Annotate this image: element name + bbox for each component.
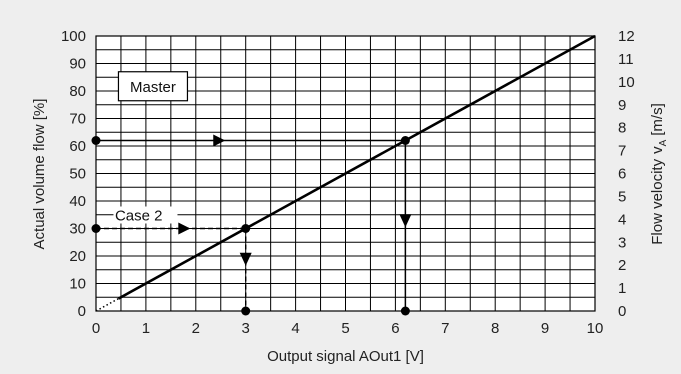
x-tick-label: 0 bbox=[92, 320, 100, 337]
right-tick-label: 9 bbox=[618, 97, 626, 114]
plot-frame bbox=[95, 35, 596, 312]
case2-label-background bbox=[113, 206, 178, 224]
right-tick-label: 6 bbox=[618, 166, 626, 183]
x-tick-label: 9 bbox=[541, 320, 549, 337]
right-axis-title-main: Flow velocity bbox=[649, 158, 666, 244]
arrow-right-marker bbox=[213, 134, 226, 147]
case2-label: Case 2 bbox=[115, 207, 163, 224]
series-line bbox=[117, 34, 596, 300]
right-tick-label: 8 bbox=[618, 120, 626, 137]
right-axis-title-symbol: v bbox=[649, 146, 666, 154]
left-tick-label: 40 bbox=[69, 193, 86, 210]
case2-intersection-point bbox=[241, 224, 251, 233]
left-tick-label: 30 bbox=[69, 221, 86, 238]
x-tick-label: 5 bbox=[341, 320, 349, 337]
x-tick-label: 3 bbox=[242, 320, 250, 337]
left-tick-label: 0 bbox=[78, 303, 86, 320]
left-axis-title: Actual volume flow [%] bbox=[31, 99, 48, 250]
x-tick-label: 4 bbox=[291, 320, 299, 337]
x-tick-label: 10 bbox=[587, 320, 604, 337]
master-label-box bbox=[117, 71, 189, 102]
x-tick-label: 7 bbox=[441, 320, 449, 337]
right-tick-label: 11 bbox=[618, 51, 634, 68]
right-tick-label: 1 bbox=[618, 280, 626, 297]
x-axis-ticks: 0 1 2 3 4 5 6 7 8 9 10 bbox=[92, 320, 604, 337]
arrow-down-marker bbox=[399, 214, 412, 228]
right-tick-label: 7 bbox=[618, 143, 626, 160]
annotations: Case 2 Master bbox=[91, 71, 412, 316]
left-tick-label: 60 bbox=[69, 138, 86, 155]
x-tick-label: 8 bbox=[491, 320, 499, 337]
right-tick-label: 4 bbox=[618, 211, 626, 228]
x-tick-label: 6 bbox=[391, 320, 399, 337]
right-axis-title-subscript: A bbox=[658, 139, 669, 146]
left-tick-label: 80 bbox=[69, 83, 86, 100]
series-group bbox=[95, 34, 596, 312]
arrow-right-marker bbox=[178, 222, 191, 235]
x-tick-label: 2 bbox=[192, 320, 200, 337]
left-tick-label: 100 bbox=[61, 28, 86, 45]
right-tick-label: 0 bbox=[618, 303, 626, 320]
x-tick-label: 1 bbox=[142, 320, 150, 337]
left-tick-label: 70 bbox=[69, 111, 86, 128]
left-tick-label: 50 bbox=[69, 166, 86, 183]
right-tick-label: 12 bbox=[618, 28, 635, 45]
x-axis-title: Output signal AOut1 [V] bbox=[267, 348, 424, 365]
master-intersection-point bbox=[400, 136, 410, 145]
series-line-dotted-start bbox=[95, 297, 119, 312]
right-axis-title: Flow velocity vA [m/s] bbox=[649, 103, 669, 245]
arrow-down-marker bbox=[239, 252, 252, 266]
master-label: Master bbox=[130, 79, 176, 96]
right-tick-label: 5 bbox=[618, 188, 626, 205]
right-tick-label: 2 bbox=[618, 257, 626, 274]
left-tick-label: 90 bbox=[69, 56, 86, 73]
left-tick-label: 10 bbox=[69, 276, 86, 293]
left-axis-ticks: 0 10 20 30 40 50 60 70 80 90 100 bbox=[61, 28, 86, 320]
right-tick-label: 10 bbox=[618, 74, 635, 91]
left-tick-label: 20 bbox=[69, 248, 86, 265]
right-axis-title-unit: [m/s] bbox=[649, 103, 666, 136]
right-tick-label: 3 bbox=[618, 234, 626, 251]
